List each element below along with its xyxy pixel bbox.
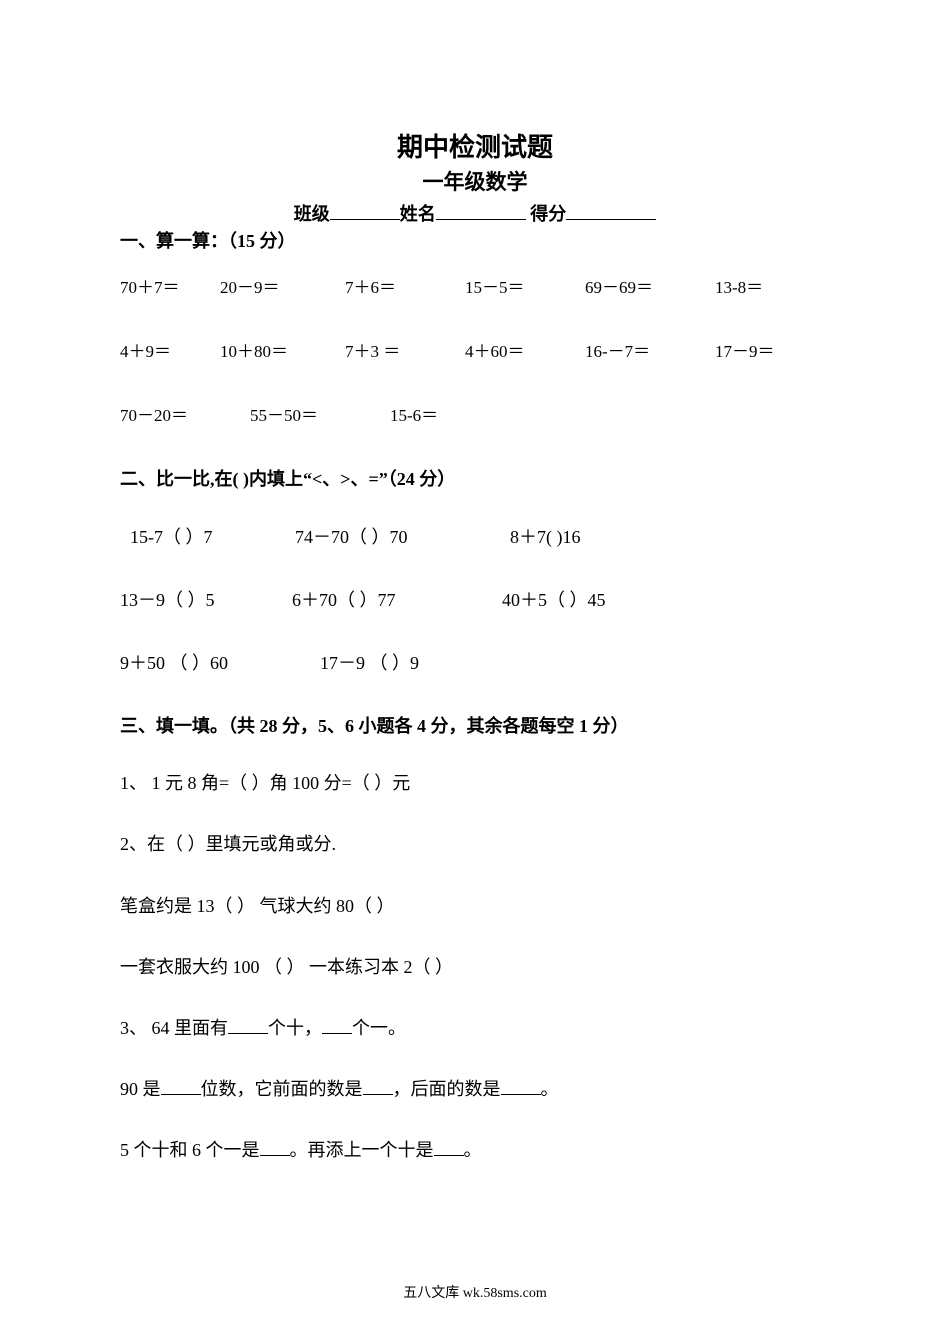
name-blank [436, 200, 526, 220]
section1-heading: 一、算一算：（15 分） [120, 229, 830, 254]
blank [322, 1016, 352, 1034]
calc-row-2: 4＋9＝ 10＋80＝ 7＋3 ＝ 4＋60＝ 16-－7＝ 17－9＝ [120, 340, 830, 364]
score-label: 得分 [530, 204, 566, 224]
blank [434, 1138, 464, 1156]
q3-text: 3、 64 里面有 [120, 1018, 228, 1038]
score-blank [566, 200, 656, 220]
calc-item: 69－69＝ [585, 276, 715, 300]
calc-item: 4＋60＝ [465, 340, 585, 364]
section3-heading: 三、填一填。（共 28 分，5、6 小题各 4 分，其余各题每空 1 分） [120, 714, 830, 739]
calc-item: 55－50＝ [250, 404, 390, 428]
blank [363, 1077, 393, 1095]
calc-item: 13-8＝ [715, 276, 795, 300]
calc-item: 10＋80＝ [220, 340, 345, 364]
q4-text: 90 是 [120, 1079, 161, 1099]
compare-item: 17－9 （ ）9 [320, 651, 830, 676]
q5-text: 。 [464, 1140, 482, 1160]
compare-row-2: 13－9（ ）5 6＋70（ ）77 40＋5（ ）45 [120, 588, 830, 613]
calc-item: 7＋3 ＝ [345, 340, 465, 364]
q4-text: 位数，它前面的数是 [201, 1079, 363, 1099]
student-info-line: 班级 姓名 得分 [120, 200, 830, 227]
compare-row-3: 9＋50 （ ）60 17－9 （ ）9 [120, 651, 830, 676]
q5-text: 。再添上一个十是 [290, 1140, 434, 1160]
q5-text: 5 个十和 6 个一是 [120, 1140, 260, 1160]
page-subtitle: 一年级数学 [120, 168, 830, 197]
page-title: 期中检测试题 [120, 130, 830, 166]
compare-item: 13－9（ ）5 [120, 588, 292, 613]
q1-line: 1、 1 元 8 角=（ ）角 100 分=（ ）元 [120, 771, 830, 796]
section2-heading: 二、比一比,在( )内填上“<、>、=”（24 分） [120, 467, 830, 492]
calc-item: 7＋6＝ [345, 276, 465, 300]
calc-item: 70＋7＝ [120, 276, 220, 300]
calc-item: 15-6＝ [390, 404, 830, 428]
q4-text: 。 [541, 1079, 559, 1099]
calc-item: 4＋9＝ [120, 340, 220, 364]
q2a-line: 笔盒约是 13（ ） 气球大约 80（ ） [120, 894, 830, 919]
compare-item: 15-7（ ）7 [130, 527, 213, 547]
calc-row-3: 70－20＝ 55－50＝ 15-6＝ [120, 404, 830, 428]
blank [228, 1016, 268, 1034]
q3-text: 个十， [268, 1018, 322, 1038]
blank [161, 1077, 201, 1095]
class-label: 班级 [294, 204, 330, 224]
q4-line: 90 是 位数，它前面的数是 ，后面的数是 。 [120, 1077, 830, 1102]
q3-text: 个一。 [352, 1018, 406, 1038]
q5-line: 5 个十和 6 个一是 。再添上一个十是 。 [120, 1138, 830, 1163]
compare-item: 8＋7( )16 [510, 525, 830, 550]
q2-line: 2、在（ ）里填元或角或分. [120, 832, 830, 857]
name-label: 姓名 [400, 204, 436, 224]
calc-item: 16-－7＝ [585, 340, 715, 364]
blank [260, 1138, 290, 1156]
q2b-line: 一套衣服大约 100 （ ） 一本练习本 2（ ） [120, 955, 830, 980]
compare-item: 6＋70（ ）77 [292, 588, 502, 613]
calc-row-1: 70＋7＝ 20－9＝ 7＋6＝ 15－5＝ 69－69＝ 13-8＝ [120, 276, 830, 300]
compare-item: 74－70（ ）70 [295, 525, 510, 550]
calc-item: 70－20＝ [120, 404, 250, 428]
compare-row-1: 15-7（ ）7 74－70（ ）70 8＋7( )16 [120, 525, 830, 550]
compare-item: 9＋50 （ ）60 [120, 651, 320, 676]
q3-line: 3、 64 里面有 个十， 个一。 [120, 1016, 830, 1041]
page-footer: 五八文库 wk.58sms.com [0, 1284, 950, 1304]
calc-item: 15－5＝ [465, 276, 585, 300]
calc-item: 17－9＝ [715, 340, 795, 364]
blank [501, 1077, 541, 1095]
class-blank [330, 200, 400, 220]
calc-item: 20－9＝ [220, 276, 345, 300]
q4-text: ，后面的数是 [393, 1079, 501, 1099]
compare-item: 40＋5（ ）45 [502, 588, 830, 613]
